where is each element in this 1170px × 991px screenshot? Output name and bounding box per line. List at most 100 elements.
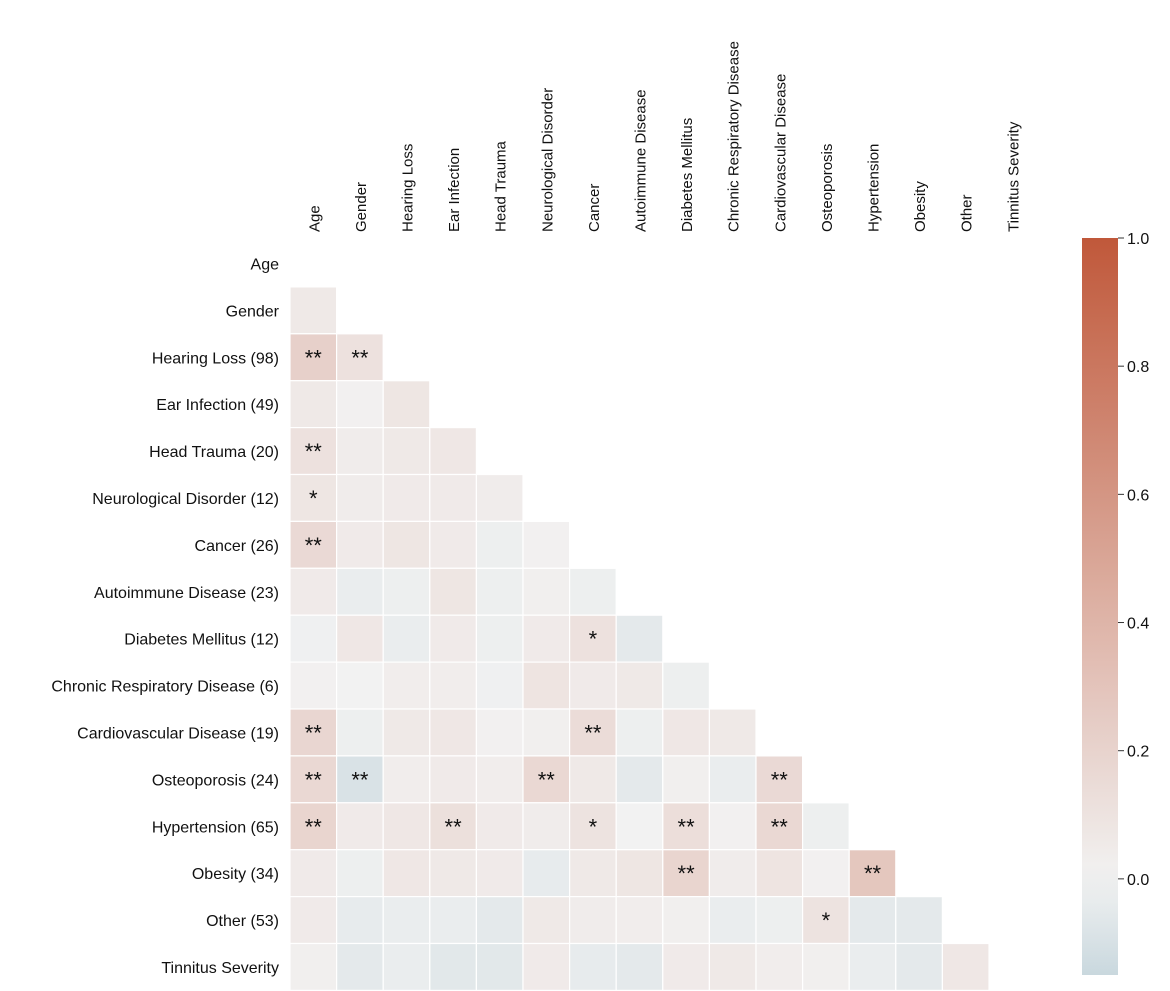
cell-annotation-13-8: ** [678,861,696,886]
cell-15-10 [755,942,804,991]
col-label-head-trauma: Head Trauma [493,140,510,232]
cell-14-5 [522,895,571,945]
cell-4-1 [336,427,384,476]
cell-14-2 [382,895,431,945]
colorbar-tick-label: 1.0 [1127,231,1149,248]
cell-2-0 [289,333,338,382]
cell-11-1 [336,755,384,804]
cell-11-6 [568,755,617,804]
colorbar-ticks: 1.0 0.8 0.6 0.4 0.2 0.0 [1118,231,1149,889]
col-label-hypertension: Hypertension [866,144,883,232]
cell-7-3 [429,567,477,616]
cell-10-7 [615,708,664,757]
row-label-gender: Gender [226,303,280,320]
cell-10-9 [708,708,757,757]
cell-15-1 [336,942,384,991]
cell-15-4 [475,942,524,991]
cell-annotation-14-11: * [822,908,831,933]
cell-15-14 [941,942,990,991]
cell-annotation-12-3: ** [445,814,463,839]
cell-10-5 [522,708,571,757]
cell-15-6 [568,942,617,991]
colorbar-tick-label: 0.6 [1127,487,1149,504]
cell-8-7 [615,614,664,663]
cell-7-0 [289,567,338,616]
cell-13-9 [708,849,757,898]
row-label-autoimmune-disease: Autoimmune Disease (23) [94,585,279,602]
cell-11-10 [755,755,804,804]
cell-annotation-13-12: ** [864,861,882,886]
cell-14-1 [336,895,384,945]
cell-annotation-8-6: * [589,627,598,652]
cell-5-1 [336,473,384,523]
cell-annotation-11-10: ** [771,767,789,792]
cell-2-1 [336,333,384,382]
colorbar-tick-label: 0.4 [1127,616,1149,633]
cell-9-6 [568,661,617,710]
cell-14-9 [708,895,757,945]
cell-annotation-5-0: * [309,486,318,511]
cell-8-5 [522,614,571,663]
col-label-osteoporosis: Osteoporosis [819,144,836,232]
cell-13-1 [336,849,384,898]
col-label-cardiovascular-disease: Cardiovascular Disease [772,74,789,232]
row-label-ear-infection: Ear Infection (49) [156,397,279,414]
col-label-autoimmune-disease: Autoimmune Disease [633,89,650,232]
cell-annotation-4-0: ** [305,439,323,464]
cell-12-5 [522,802,571,851]
cell-6-1 [336,520,384,569]
cell-8-3 [429,614,477,663]
cell-annotation-12-6: * [589,814,598,839]
cell-4-3 [429,427,477,476]
cell-annotation-11-5: ** [538,767,556,792]
cell-13-10 [755,849,804,898]
col-label-cancer: Cancer [586,184,603,232]
col-label-chronic-respiratory-disease: Chronic Respiratory Disease [726,41,743,232]
colorbar-gradient [1082,238,1118,975]
cell-15-8 [662,942,710,991]
cell-11-8 [662,755,710,804]
cell-annotation-11-0: ** [305,767,323,792]
colorbar-tick-label: 0.2 [1127,744,1149,761]
cell-14-4 [475,895,524,945]
cell-14-10 [755,895,804,945]
col-label-age: Age [306,205,323,232]
cell-12-2 [382,802,431,851]
cell-13-7 [615,849,664,898]
cell-12-8 [662,802,710,851]
cell-8-4 [475,614,524,663]
cell-9-4 [475,661,524,710]
cell-14-7 [615,895,664,945]
cell-11-2 [382,755,431,804]
cell-3-0 [289,380,338,429]
col-label-hearing-loss: Hearing Loss [400,144,417,232]
cell-1-0 [289,286,338,335]
cell-11-9 [708,755,757,804]
cell-annotation-12-8: ** [678,814,696,839]
row-label-other: Other (53) [206,913,279,930]
cell-annotation-2-1: ** [351,345,369,370]
row-label-osteoporosis: Osteoporosis (24) [152,772,279,789]
cell-12-1 [336,802,384,851]
cell-6-5 [522,520,571,569]
cell-7-4 [475,567,524,616]
cell-13-2 [382,849,431,898]
row-label-hearing-loss: Hearing Loss (98) [152,350,279,367]
row-label-diabetes-mellitus: Diabetes Mellitus (12) [124,632,279,649]
cell-8-0 [289,614,338,663]
cell-6-2 [382,520,431,569]
cell-15-11 [801,942,850,991]
cell-6-4 [475,520,524,569]
cell-10-6 [568,708,617,757]
cell-15-9 [708,942,757,991]
cell-5-4 [475,473,524,523]
row-label-obesity: Obesity (34) [192,866,279,883]
cell-13-5 [522,849,571,898]
cell-8-6 [568,614,617,663]
cell-annotation-10-0: ** [305,720,323,745]
cell-14-13 [895,895,943,945]
column-labels: Age Gender Hearing Loss Ear Infection Head T… [306,41,1022,232]
cell-10-2 [382,708,431,757]
cell-15-13 [895,942,943,991]
cell-12-4 [475,802,524,851]
